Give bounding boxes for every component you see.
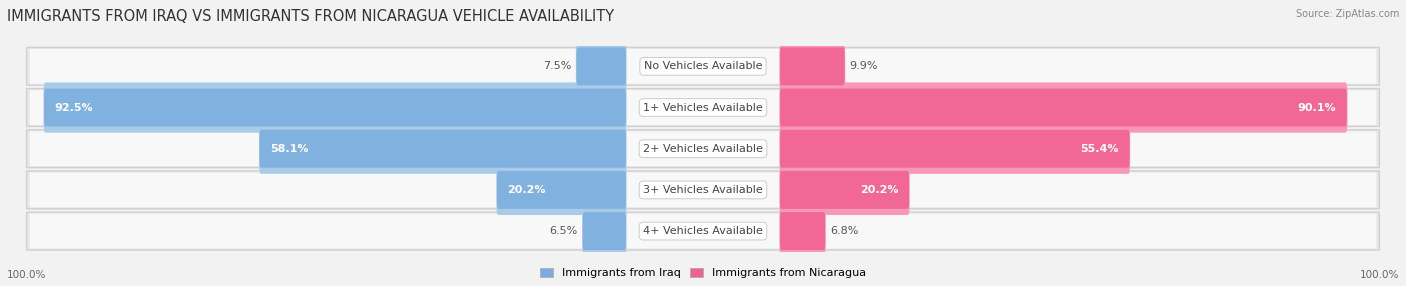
FancyBboxPatch shape xyxy=(27,89,1379,126)
FancyBboxPatch shape xyxy=(779,41,845,92)
FancyBboxPatch shape xyxy=(780,47,845,85)
Text: 90.1%: 90.1% xyxy=(1298,103,1336,112)
FancyBboxPatch shape xyxy=(780,130,1129,168)
FancyBboxPatch shape xyxy=(780,89,1347,126)
FancyBboxPatch shape xyxy=(260,130,626,168)
Text: 4+ Vehicles Available: 4+ Vehicles Available xyxy=(643,226,763,236)
Text: 20.2%: 20.2% xyxy=(508,185,546,195)
FancyBboxPatch shape xyxy=(496,165,627,215)
Text: 3+ Vehicles Available: 3+ Vehicles Available xyxy=(643,185,763,195)
Text: 9.9%: 9.9% xyxy=(849,61,879,71)
Text: 55.4%: 55.4% xyxy=(1080,144,1119,154)
FancyBboxPatch shape xyxy=(779,124,1130,174)
Text: Source: ZipAtlas.com: Source: ZipAtlas.com xyxy=(1295,9,1399,19)
Text: 2+ Vehicles Available: 2+ Vehicles Available xyxy=(643,144,763,154)
Text: 1+ Vehicles Available: 1+ Vehicles Available xyxy=(643,103,763,112)
FancyBboxPatch shape xyxy=(779,206,825,256)
Text: IMMIGRANTS FROM IRAQ VS IMMIGRANTS FROM NICARAGUA VEHICLE AVAILABILITY: IMMIGRANTS FROM IRAQ VS IMMIGRANTS FROM … xyxy=(7,9,614,23)
FancyBboxPatch shape xyxy=(259,124,627,174)
FancyBboxPatch shape xyxy=(576,41,627,92)
FancyBboxPatch shape xyxy=(30,90,1376,125)
Text: 6.8%: 6.8% xyxy=(830,226,859,236)
FancyBboxPatch shape xyxy=(780,212,825,250)
Text: 100.0%: 100.0% xyxy=(7,270,46,280)
Text: 6.5%: 6.5% xyxy=(550,226,578,236)
FancyBboxPatch shape xyxy=(30,173,1376,207)
Text: 92.5%: 92.5% xyxy=(55,103,93,112)
FancyBboxPatch shape xyxy=(27,130,1379,168)
FancyBboxPatch shape xyxy=(27,212,1379,250)
FancyBboxPatch shape xyxy=(27,171,1379,209)
FancyBboxPatch shape xyxy=(44,82,627,133)
FancyBboxPatch shape xyxy=(779,165,910,215)
Text: 58.1%: 58.1% xyxy=(270,144,309,154)
FancyBboxPatch shape xyxy=(582,206,627,256)
Text: 20.2%: 20.2% xyxy=(860,185,898,195)
FancyBboxPatch shape xyxy=(496,171,626,209)
FancyBboxPatch shape xyxy=(582,212,626,250)
FancyBboxPatch shape xyxy=(30,49,1376,84)
FancyBboxPatch shape xyxy=(30,214,1376,248)
FancyBboxPatch shape xyxy=(27,47,1379,85)
Text: 7.5%: 7.5% xyxy=(543,61,571,71)
FancyBboxPatch shape xyxy=(779,82,1347,133)
Text: No Vehicles Available: No Vehicles Available xyxy=(644,61,762,71)
Text: 100.0%: 100.0% xyxy=(1360,270,1399,280)
FancyBboxPatch shape xyxy=(30,132,1376,166)
Legend: Immigrants from Iraq, Immigrants from Nicaragua: Immigrants from Iraq, Immigrants from Ni… xyxy=(537,266,869,281)
FancyBboxPatch shape xyxy=(44,89,626,126)
FancyBboxPatch shape xyxy=(576,47,626,85)
FancyBboxPatch shape xyxy=(780,171,910,209)
